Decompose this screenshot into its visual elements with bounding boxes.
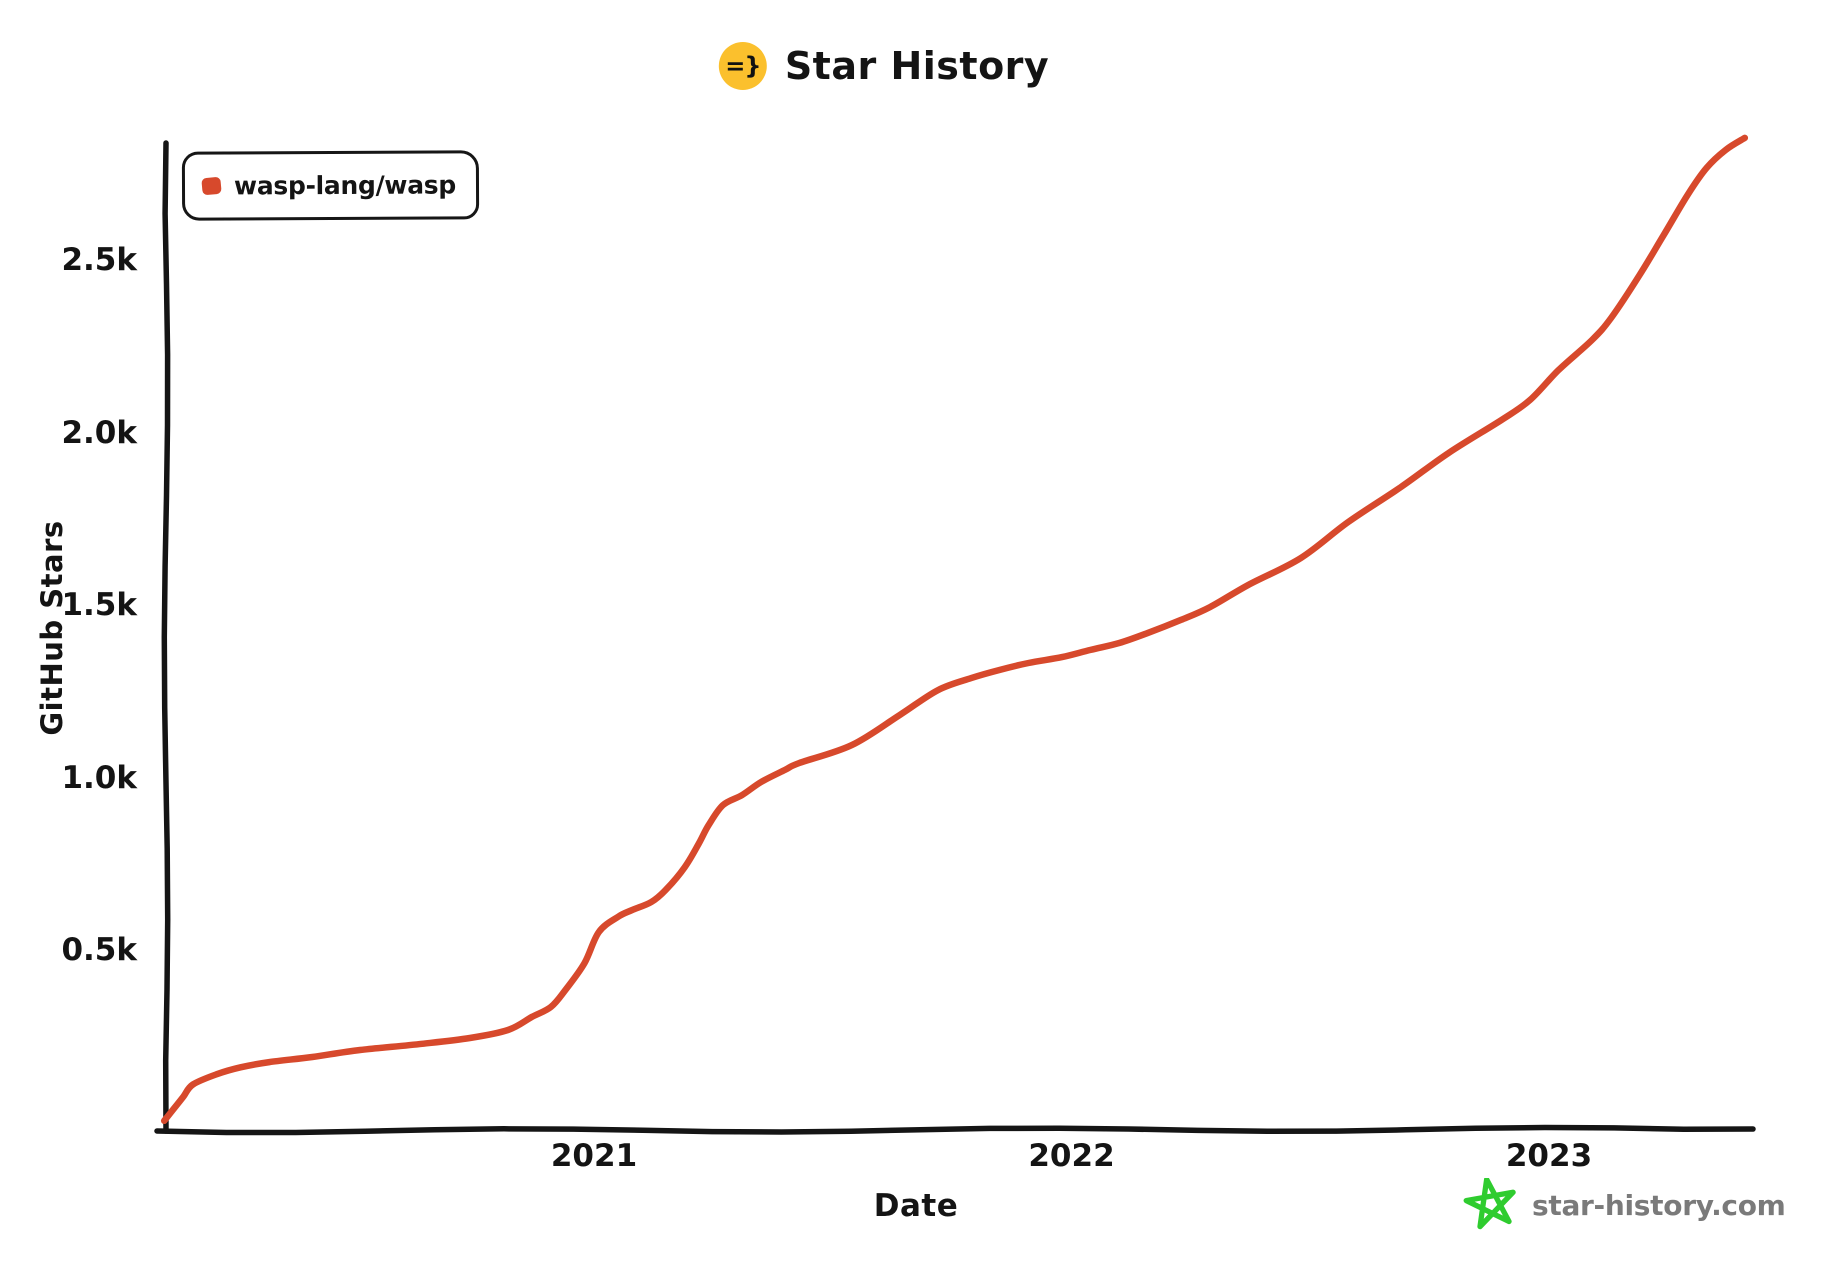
logo-glyph: =} (725, 52, 761, 80)
star-history-logo-icon: =} (718, 42, 767, 90)
y-tick-label: 1.0k (61, 759, 137, 796)
footer-branding: star-history.com (1462, 1178, 1786, 1232)
green-star-icon (1463, 1178, 1516, 1230)
x-axis-line (154, 1124, 1756, 1136)
legend: wasp-lang/wasp (181, 150, 480, 221)
series-line-wasp-lang-wasp (160, 134, 1749, 1125)
y-tick-label: 2.5k (61, 242, 137, 278)
y-tick-label: 2.0k (61, 414, 137, 451)
y-tick-label: 1.5k (61, 587, 137, 623)
y-axis-title: GitHub Stars (35, 520, 69, 736)
chart-header: =} Star History (718, 42, 1050, 90)
x-tick-label: 2023 (1505, 1138, 1593, 1174)
legend-series-marker (201, 176, 222, 196)
x-tick-label: 2021 (550, 1138, 638, 1174)
page-title: Star History (784, 44, 1050, 88)
x-tick-label: 2022 (1028, 1138, 1115, 1174)
y-tick-label: 0.5k (61, 932, 137, 968)
y-axis-line (161, 140, 171, 1134)
legend-series-label: wasp-lang/wasp (233, 170, 456, 201)
footer-site-label: star-history.com (1532, 1188, 1786, 1222)
x-axis-title: Date (873, 1188, 959, 1224)
